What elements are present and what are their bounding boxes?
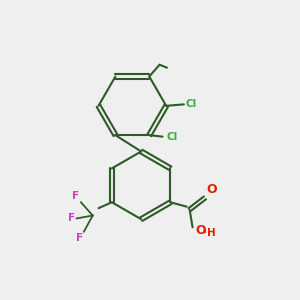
Text: Cl: Cl [185, 99, 197, 110]
Text: F: F [68, 214, 75, 224]
Text: F: F [72, 191, 80, 201]
Text: F: F [76, 233, 83, 243]
Text: Cl: Cl [167, 132, 178, 142]
Text: O: O [206, 183, 217, 196]
Text: ·H: ·H [203, 228, 216, 238]
Text: O: O [196, 224, 206, 237]
